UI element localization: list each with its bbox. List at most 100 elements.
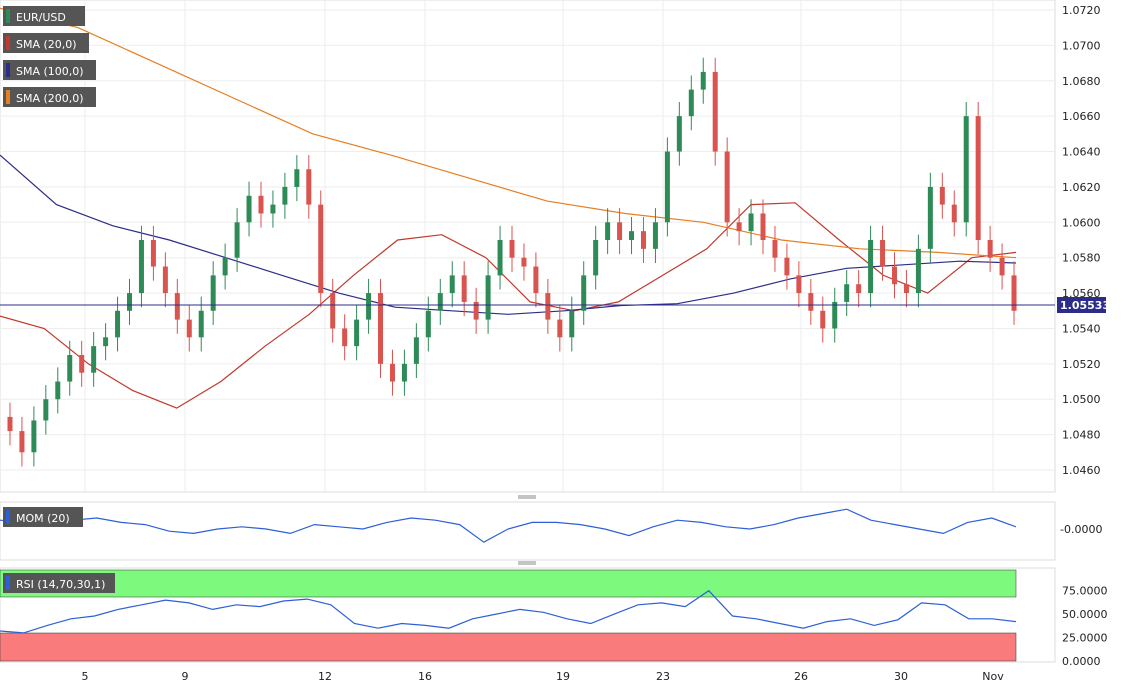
main-panel <box>0 0 1056 493</box>
x-tick-label: 30 <box>894 670 908 683</box>
sma200-line <box>0 7 1017 259</box>
candle-body <box>545 293 551 320</box>
candle-body <box>617 222 623 240</box>
candle-body <box>856 284 862 294</box>
candle-body <box>413 337 419 364</box>
main-grid <box>0 0 1055 492</box>
candle-body <box>880 240 886 267</box>
candle-body <box>975 116 981 240</box>
candle-body <box>306 169 312 205</box>
candle-body <box>79 355 85 373</box>
candle-body <box>174 293 180 320</box>
candle-body <box>67 355 73 382</box>
candle-body <box>425 310 431 338</box>
y-tick-label: 1.0580 <box>1062 252 1101 265</box>
rsi-tick-label: 75.0000 <box>1062 585 1108 598</box>
rsi-tick-label: 50.0000 <box>1062 608 1108 621</box>
candle-body <box>533 266 539 294</box>
legend-eurusd[interactable]: EUR/USD <box>3 6 85 26</box>
candle-body <box>31 420 37 453</box>
rsi-y-ticks: 75.0000 50.0000 25.0000 0.0000 <box>1062 585 1108 668</box>
panel-resize-handle-1[interactable] <box>518 495 536 499</box>
candle-body <box>1011 275 1017 311</box>
candle-body <box>294 169 300 187</box>
rsi-line <box>0 589 1017 634</box>
candle-body <box>115 310 121 338</box>
candle-body <box>664 151 670 223</box>
mom-tick-label: -0.0000 <box>1060 523 1102 536</box>
candle-body <box>282 186 288 205</box>
candle-body <box>485 275 491 320</box>
legend-sma20[interactable]: SMA (20,0) <box>3 33 89 53</box>
x-tick-label: 23 <box>656 670 670 683</box>
legend-rsi[interactable]: RSI (14,70,30,1) <box>3 573 115 593</box>
candle-body <box>270 204 276 214</box>
candle-body <box>652 222 658 249</box>
y-tick-label: 1.0620 <box>1062 181 1101 194</box>
legend-sma200-label: SMA (200,0) <box>16 92 84 105</box>
legend-mom[interactable]: MOM (20) <box>3 507 83 527</box>
candle-body <box>891 266 897 285</box>
y-tick-label: 1.0560 <box>1062 287 1101 300</box>
y-tick-label: 1.0480 <box>1062 429 1101 442</box>
y-tick-label: 1.0500 <box>1062 393 1101 406</box>
candle-body <box>138 240 144 294</box>
candle-body <box>676 116 682 152</box>
candle-body <box>987 240 993 258</box>
x-axis-ticks: 5 9 12 16 19 23 26 30 Nov <box>82 670 1005 683</box>
candle-body <box>700 71 706 90</box>
x-tick-label: 5 <box>82 670 89 683</box>
sma-lines <box>0 7 1017 409</box>
candle-body <box>939 186 945 205</box>
candle-body <box>19 431 25 453</box>
candle-body <box>927 186 933 249</box>
y-tick-label: 1.0460 <box>1062 464 1101 477</box>
candle-body <box>509 240 515 258</box>
mom-panel <box>0 501 1056 561</box>
rsi-overbought-zone <box>0 569 1017 598</box>
current-price-tag: 1.05533 <box>1057 297 1110 313</box>
candle-body <box>581 275 587 311</box>
candle-body <box>198 310 204 338</box>
legend-sma200[interactable]: SMA (200,0) <box>3 87 96 107</box>
candle-body <box>222 257 228 276</box>
candle-body <box>55 381 61 400</box>
x-tick-label: 26 <box>794 670 808 683</box>
y-tick-label: 1.0700 <box>1062 39 1101 52</box>
candle-body <box>378 293 384 364</box>
candle-body <box>868 240 874 294</box>
candle-body <box>605 222 611 240</box>
candle-body <box>844 284 850 302</box>
candle-body <box>473 301 479 320</box>
candle-body <box>150 240 156 267</box>
candle-body <box>999 257 1005 276</box>
y-tick-label: 1.0720 <box>1062 4 1101 17</box>
candle-body <box>258 195 264 214</box>
candle-body <box>330 293 336 329</box>
candle-body <box>246 195 252 223</box>
candle-body <box>342 328 348 347</box>
candle-body <box>951 204 957 223</box>
candle-body <box>449 275 455 294</box>
x-tick-label: Nov <box>982 670 1004 683</box>
candle-body <box>103 337 109 347</box>
candle-body <box>808 293 814 311</box>
candle-body <box>354 319 360 347</box>
current-price-label: 1.05533 <box>1060 299 1110 312</box>
y-tick-label: 1.0640 <box>1062 146 1101 159</box>
candle-body <box>521 257 527 267</box>
legend-sma100[interactable]: SMA (100,0) <box>3 60 96 80</box>
candle-body <box>915 248 921 294</box>
x-tick-label: 16 <box>418 670 432 683</box>
rsi-oversold-zone <box>0 632 1017 662</box>
candle-body <box>796 275 802 294</box>
sma20-line <box>0 202 1017 409</box>
y-tick-label: 1.0520 <box>1062 358 1101 371</box>
candle-body <box>7 416 13 432</box>
candle-body <box>389 363 395 382</box>
candle-body <box>234 222 240 258</box>
legend-eurusd-label: EUR/USD <box>16 11 66 24</box>
candle-body <box>772 240 778 258</box>
panel-resize-handle-2[interactable] <box>518 561 536 565</box>
candle-body <box>593 240 599 276</box>
